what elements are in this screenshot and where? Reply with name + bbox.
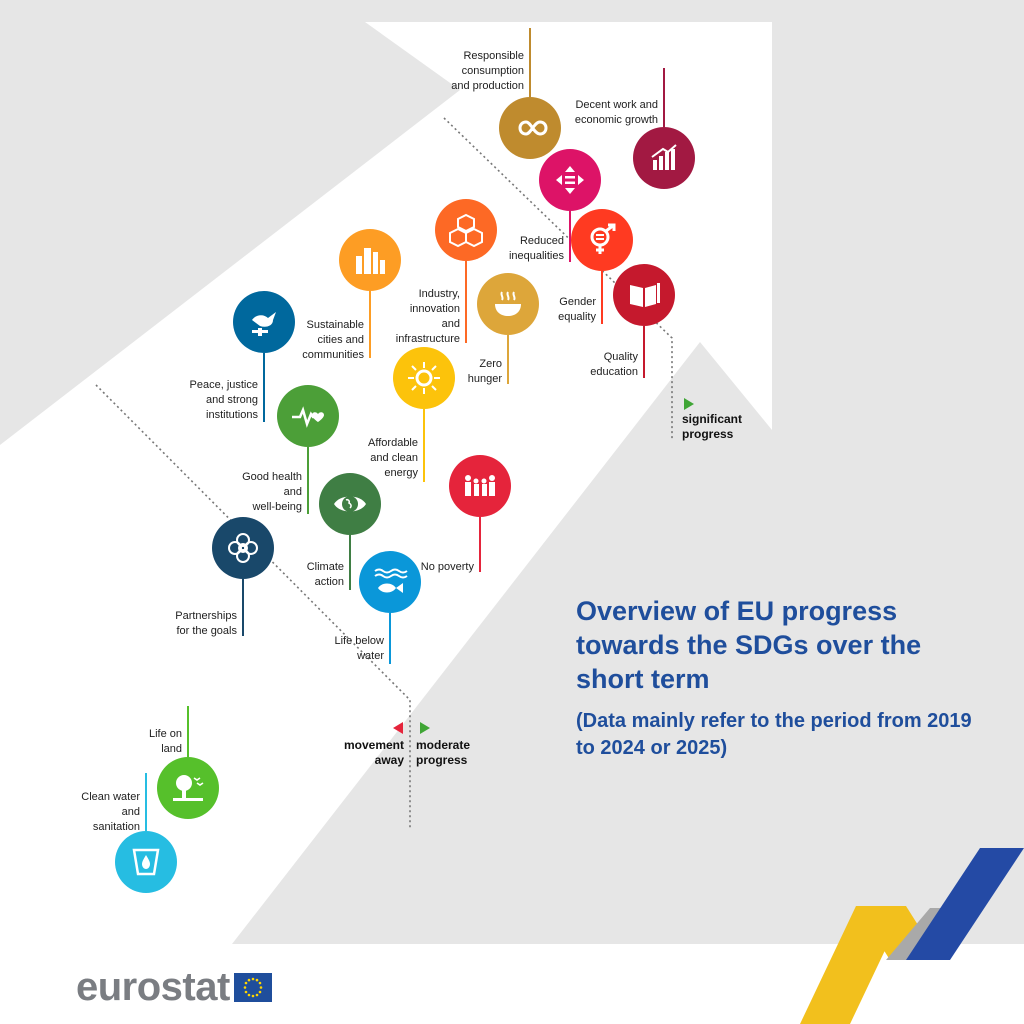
goal-stem-line [242, 579, 244, 636]
goal-circle [613, 264, 675, 326]
title-block: Overview of EU progress towards the SDGs… [576, 594, 996, 762]
goal-circle [339, 229, 401, 291]
goal-label: Industry, innovation and infrastructure [395, 288, 460, 345]
significant-progress-label: significant progress [682, 412, 743, 441]
goal-stem-line [307, 447, 309, 514]
ribbon-blue [906, 848, 1024, 960]
goal-label: Reduced inequalities [508, 235, 564, 262]
goal-label: Climate action [306, 561, 344, 588]
goal-label: Zero hunger [467, 358, 502, 385]
goal-circle [277, 385, 339, 447]
goal-circle [319, 473, 381, 535]
significant-progress-marker [684, 398, 694, 410]
goal-stem-line [663, 68, 665, 127]
goal-label: Decent work and economic growth [574, 99, 658, 126]
goal-circle [233, 291, 295, 353]
gender-symbol-icon [590, 223, 616, 254]
infinity-icon [518, 120, 548, 136]
ribbon-yellow-tail [800, 906, 906, 1024]
heartbeat-icon [292, 406, 324, 428]
goal-label: No poverty [420, 561, 474, 573]
rings-icon [228, 533, 258, 563]
goal-stem-line [529, 28, 531, 97]
goal-circle [449, 455, 511, 517]
movement-away-label: movement away [343, 738, 404, 767]
goal-stem-line [187, 706, 189, 757]
significant-threshold-line [443, 117, 673, 440]
tree-birds-icon [173, 775, 204, 801]
family-icon [465, 475, 495, 496]
eu-flag-icon [233, 972, 272, 1002]
earth-eye-icon [334, 496, 366, 512]
goal-stem-line [569, 211, 571, 262]
goal-label: Peace, justice and strong institutions [189, 379, 258, 421]
movement-away-marker [393, 722, 403, 734]
goal-circle [393, 347, 455, 409]
goal-label: Gender equality [558, 296, 596, 323]
goal-stem-line [643, 326, 645, 378]
dove-gavel-icon [252, 312, 276, 336]
eurostat-logo: eurostat [76, 967, 272, 1007]
goal-circle [115, 831, 177, 893]
goal-stem-line [465, 261, 467, 343]
goal-stem-line [349, 535, 351, 590]
goal-circle [539, 149, 601, 211]
sun-icon [408, 362, 440, 394]
page-title: Overview of EU progress towards the SDGs… [576, 596, 922, 694]
goal-label: Affordable and clean energy [368, 437, 418, 479]
goal-label: Sustainable cities and communities [302, 319, 364, 361]
moderate-threshold-line [95, 384, 411, 828]
city-buildings-icon [356, 248, 385, 274]
moderate-progress-label: moderate progress [416, 738, 471, 767]
page-subtitle: (Data mainly refer to the period from 20… [576, 710, 972, 759]
cubes-icon [449, 213, 483, 248]
goal-label: Responsible consumption and production [451, 50, 524, 92]
goal-circle [571, 209, 633, 271]
goal-stem-line [263, 353, 265, 422]
goal-stem-line [601, 271, 603, 324]
goal-label: Quality education [590, 351, 638, 378]
goal-stem-line [479, 517, 481, 572]
goal-circle [359, 551, 421, 613]
growth-chart-icon [651, 144, 677, 170]
goal-label: Good health and well-being [242, 471, 302, 513]
goal-circle [499, 97, 561, 159]
goal-stem-line [507, 335, 509, 384]
water-drop-icon [132, 848, 160, 876]
goal-label: Life on land [148, 728, 182, 755]
goal-label: Life below water [334, 635, 384, 662]
goal-circle [435, 199, 497, 261]
food-bowl-icon [495, 291, 521, 316]
goal-circle [477, 273, 539, 335]
goal-circle [633, 127, 695, 189]
moderate-progress-marker [420, 722, 430, 734]
goal-circle [157, 757, 219, 819]
goal-label: Partnerships for the goals [175, 610, 237, 637]
logo-text: eurostat [76, 965, 230, 1009]
goal-label: Clean water and sanitation [81, 791, 140, 833]
fish-waves-icon [374, 568, 408, 593]
goal-stem-line [423, 409, 425, 482]
goal-stem-line [145, 773, 147, 831]
goal-stem-line [389, 613, 391, 664]
equality-arrows-icon [556, 166, 584, 194]
book-pencil-icon [630, 283, 660, 307]
goal-circle [212, 517, 274, 579]
goal-stem-line [369, 291, 371, 358]
